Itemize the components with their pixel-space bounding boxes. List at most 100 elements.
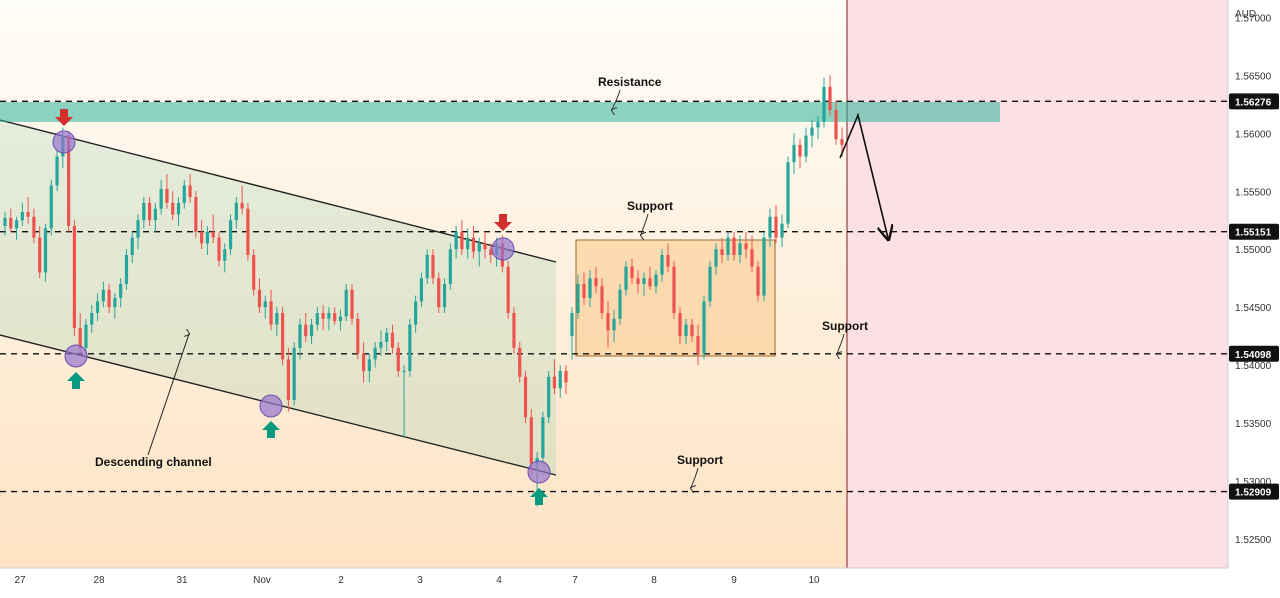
candle-body: [252, 255, 256, 290]
candle-body: [414, 301, 418, 325]
candle-body: [361, 353, 366, 371]
candle-body: [738, 243, 742, 256]
price-level-badge-label: 1.54098: [1235, 350, 1272, 361]
price-axis[interactable]: [1228, 0, 1280, 593]
candle-body: [518, 347, 522, 377]
candle-body: [696, 336, 700, 354]
candle-body: [55, 156, 59, 186]
candle-body: [286, 359, 290, 400]
candle-body: [182, 185, 186, 203]
price-level-badge: [1229, 223, 1279, 240]
time-tick-label: 7: [572, 575, 578, 586]
candle-body: [95, 301, 100, 313]
candle-body: [425, 255, 429, 279]
candle-body: [408, 324, 412, 371]
candle-body: [136, 220, 140, 238]
label-pointer: [641, 213, 649, 235]
candle-body: [240, 202, 244, 209]
candle-body: [690, 324, 694, 337]
candle-body: [309, 324, 314, 337]
arrow-up-icon: [530, 488, 548, 505]
candle-body: [269, 301, 273, 325]
candle-body: [390, 332, 395, 348]
candle-body: [529, 417, 533, 464]
price-tick-label: 1.56500: [1235, 71, 1272, 82]
candle-body: [367, 359, 371, 371]
time-tick-label: 3: [417, 575, 423, 586]
candle-body: [20, 212, 24, 221]
candle-body: [90, 312, 94, 325]
candle-body: [188, 185, 192, 198]
label-resistance: Resistance: [598, 75, 662, 89]
price-level-badge: [1229, 93, 1279, 110]
candle-body: [281, 312, 285, 360]
price-tick-label: 1.56000: [1235, 129, 1272, 140]
candle-body: [130, 237, 134, 256]
candle-body: [142, 202, 146, 221]
candle-body: [448, 249, 452, 284]
time-tick-label: 27: [14, 575, 26, 586]
candle-body: [666, 255, 670, 267]
candle-body: [726, 237, 730, 256]
candle-body: [744, 243, 748, 250]
candle-body: [684, 324, 688, 337]
candle-body: [3, 217, 7, 227]
pivot-low-1: [64, 344, 88, 368]
candle-body: [477, 243, 481, 252]
candle-body: [49, 185, 53, 229]
candle-body: [828, 86, 832, 111]
label-pointer: [612, 89, 621, 110]
candle-body: [38, 237, 42, 273]
candle-body: [431, 255, 435, 279]
time-tick-label: 2: [338, 575, 344, 586]
candle-body: [750, 249, 754, 267]
candle-body: [564, 370, 568, 383]
candle-body: [702, 301, 706, 354]
candle-body: [84, 324, 88, 348]
candle-body: [304, 324, 308, 337]
pivot-low-3: [527, 460, 551, 484]
candle-body: [275, 312, 279, 325]
future-zone: [847, 0, 1228, 568]
price-tick-label: 1.53500: [1235, 419, 1272, 430]
candle-body: [471, 237, 476, 252]
candle-body: [43, 228, 48, 273]
candle-body: [113, 297, 117, 308]
label-support-mid: Support: [822, 319, 868, 333]
candle-body: [321, 312, 325, 319]
candle-body: [618, 289, 622, 319]
candle-body: [315, 312, 319, 325]
candle-body: [774, 216, 778, 238]
candle-body: [338, 316, 343, 322]
arrow-down-icon: [494, 214, 512, 231]
candle-body: [489, 249, 493, 256]
candle-body: [648, 278, 652, 287]
candle-body: [176, 202, 181, 215]
arrow-up-icon: [67, 372, 85, 389]
pivot-high-2: [491, 237, 515, 261]
candle-body: [600, 286, 604, 313]
arrow-down-icon: [55, 109, 73, 126]
time-tick-label: 4: [496, 575, 502, 586]
price-tick-label: 1.57000: [1235, 13, 1272, 24]
time-tick-label: 10: [808, 575, 820, 586]
pivot-low-2: [259, 394, 283, 418]
candle-body: [396, 347, 400, 371]
price-level-badge-label: 1.55151: [1235, 228, 1272, 239]
candle-body: [708, 266, 712, 302]
projection-arrow: [839, 112, 888, 238]
candle-body: [194, 197, 198, 232]
candle-body: [350, 289, 354, 319]
candle-body: [588, 278, 592, 298]
candle-body: [419, 278, 424, 302]
time-axis[interactable]: [0, 568, 1228, 593]
arrow-up-icon: [262, 421, 280, 438]
resistance-zone: [0, 102, 1000, 122]
price-level-badge: [1229, 345, 1279, 362]
time-tick-label: 31: [176, 575, 188, 586]
candle-body: [78, 328, 82, 348]
candle-body: [246, 208, 250, 256]
time-tick-label: Nov: [253, 575, 271, 586]
candle-body: [756, 266, 760, 296]
